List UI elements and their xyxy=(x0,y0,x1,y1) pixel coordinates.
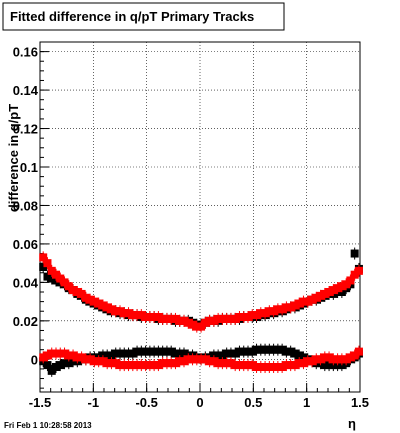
x-tick-label: 0 xyxy=(196,395,203,410)
x-tick-label: -0.5 xyxy=(135,395,157,410)
y-tick-label: 0.08 xyxy=(13,198,38,213)
y-axis-title: difference in q/pT xyxy=(6,104,21,212)
x-axis-title: η xyxy=(348,416,356,431)
y-tick-label: 0 xyxy=(31,352,38,367)
data-series xyxy=(39,251,363,333)
footer-timestamp: Fri Feb 1 10:28:58 2013 xyxy=(4,421,92,430)
data-series xyxy=(39,345,363,373)
x-tick-label: 0.5 xyxy=(244,395,262,410)
x-tick-label: -1.5 xyxy=(29,395,51,410)
y-tick-label: 0.12 xyxy=(13,122,38,137)
chart-title: Fitted difference in q/pT Primary Tracks xyxy=(10,9,254,24)
y-tick-label: 0.16 xyxy=(13,45,38,60)
x-tick-label: 1 xyxy=(303,395,310,410)
axes: -1.5 -1 -0.5 0 0.5 1 1.5 0 0.02 0.04 0.06 0.08 0.1 0.… xyxy=(13,45,369,410)
x-tick-label: 1.5 xyxy=(351,395,369,410)
y-tick-label: 0.06 xyxy=(13,237,38,252)
title-box-frame xyxy=(2,2,285,31)
y-tick-label: 0.04 xyxy=(13,275,39,290)
x-tick-label: -1 xyxy=(88,395,100,410)
chart-title-box: Fitted difference in q/pT Primary Tracks xyxy=(2,2,285,31)
y-tick-label: 0.14 xyxy=(13,83,39,98)
y-tick-label: 0.1 xyxy=(20,160,38,175)
data-marks xyxy=(39,247,363,377)
y-tick-label: 0.02 xyxy=(13,314,38,329)
